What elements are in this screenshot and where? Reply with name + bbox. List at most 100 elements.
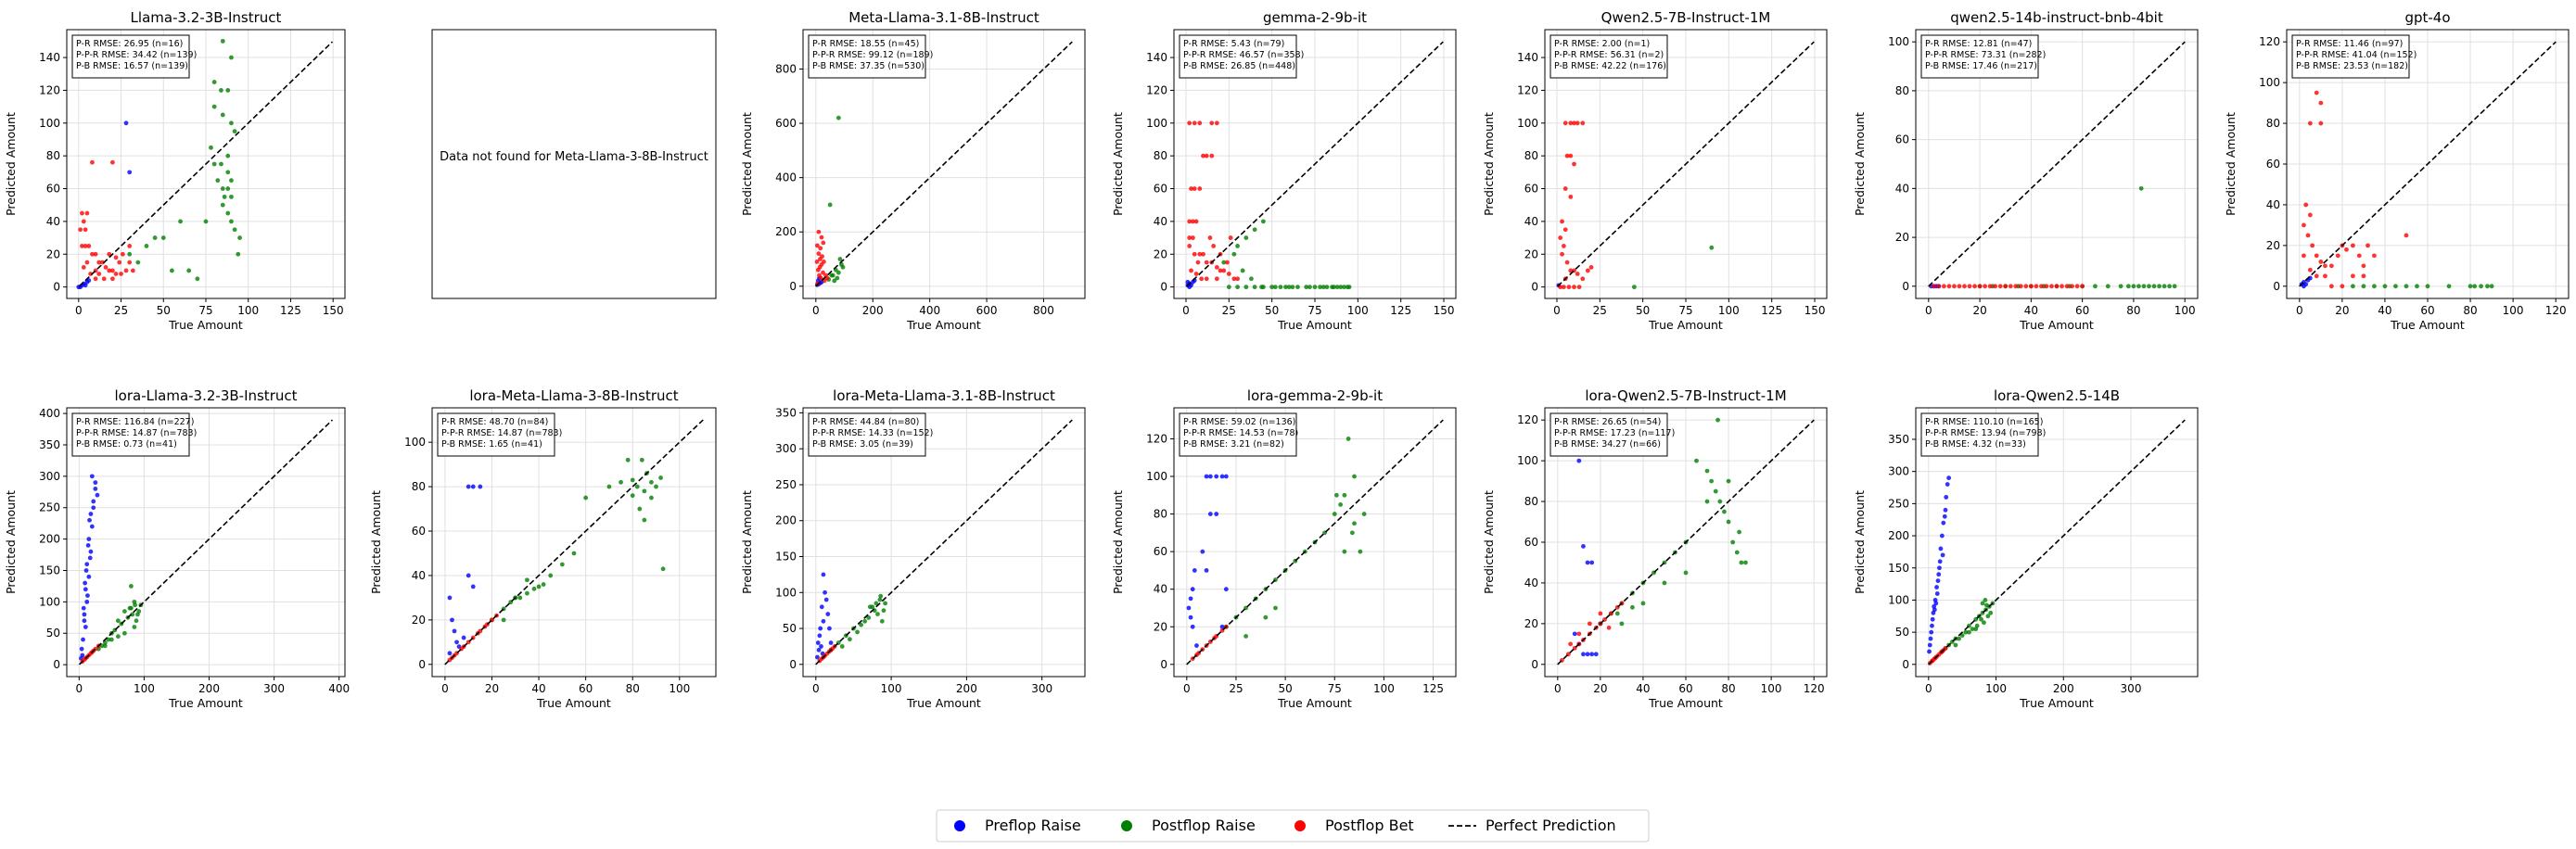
y-tick-label: 120	[2259, 35, 2280, 48]
data-point-postflop-raise	[2131, 284, 2136, 289]
data-point-preflop-raise	[1589, 560, 1595, 565]
data-point-postflop-raise	[136, 609, 142, 614]
x-tick-label: 50	[157, 304, 171, 317]
data-point-postflop-raise	[1739, 560, 1744, 565]
data-point-preflop-raise	[1194, 643, 1199, 648]
data-point-preflop-raise	[1188, 615, 1193, 620]
data-point-postflop-raise	[1243, 633, 1248, 639]
x-tick-label: 20	[1972, 304, 1986, 317]
data-point-postflop-bet	[84, 210, 90, 216]
x-tick-label: 50	[1636, 304, 1650, 317]
data-point-preflop-raise	[450, 617, 454, 623]
data-point-postflop-raise	[203, 219, 209, 224]
data-point-postflop-raise	[1662, 580, 1667, 586]
x-tick-label: 0	[1553, 304, 1561, 317]
data-point-postflop-raise	[211, 80, 217, 84]
legend: Preflop Raise Postflop Raise Postflop Bet P…	[936, 809, 1650, 843]
data-point-postflop-bet	[1568, 120, 1574, 126]
data-point-preflop-raise	[86, 537, 92, 542]
data-point-postflop-raise	[1983, 602, 1989, 608]
y-tick-label: 350	[775, 406, 797, 419]
x-tick-label: 0	[441, 682, 449, 695]
perfect-prediction-line	[2299, 41, 2557, 287]
x-tick-label: 25	[114, 304, 128, 317]
data-point-postflop-bet	[1580, 120, 1586, 126]
perfect-prediction-line	[78, 41, 334, 287]
data-point-postflop-bet	[1972, 284, 1977, 289]
data-point-postflop-bet	[2356, 253, 2362, 259]
data-point-preflop-raise	[1938, 546, 1944, 551]
perfect-prediction-line	[815, 41, 1073, 287]
data-point-postflop-bet	[1228, 235, 1233, 240]
data-point-postflop-bet	[113, 255, 119, 260]
x-tick-label: 150	[1434, 304, 1455, 317]
data-point-postflop-raise	[867, 604, 873, 610]
y-tick-label: 0	[53, 281, 60, 294]
data-point-postflop-bet	[1192, 120, 1197, 126]
data-point-postflop-raise	[1235, 285, 1240, 290]
data-point-postflop-bet	[2302, 222, 2306, 228]
data-point-postflop-raise	[1717, 499, 1723, 504]
data-point-postflop-bet	[93, 276, 98, 282]
data-point-preflop-raise	[1945, 482, 1950, 487]
data-point-preflop-raise	[1581, 543, 1586, 549]
y-tick-label: 250	[775, 478, 797, 491]
data-point-preflop-raise	[1937, 559, 1943, 564]
data-point-postflop-bet	[1562, 227, 1568, 233]
data-point-postflop-raise	[1272, 285, 1278, 290]
data-point-postflop-raise	[1957, 636, 1961, 641]
data-point-preflop-raise	[85, 593, 90, 598]
data-point-postflop-raise	[832, 278, 837, 284]
data-point-postflop-bet	[2023, 284, 2029, 289]
data-point-postflop-bet	[1564, 153, 1570, 158]
x-tick-label: 600	[976, 304, 998, 317]
chart-title: lora-Meta-Llama-3.1-8B-Instruct	[833, 387, 1055, 404]
chart-panel-11: 0 20 40 60 80 100 120 0 20 40 60 80 100 120 lora-Qwen2…	[1482, 387, 1828, 710]
data-point-preflop-raise	[1585, 652, 1590, 657]
data-point-postflop-raise	[1352, 474, 1357, 479]
y-tick-label: 0	[789, 658, 797, 671]
data-point-preflop-raise	[1214, 474, 1219, 479]
legend-box	[936, 809, 1650, 843]
data-point-postflop-raise	[855, 629, 860, 635]
data-point-preflop-raise	[1928, 636, 1933, 641]
x-tick-label: 300	[2121, 682, 2142, 695]
data-point-postflop-bet	[1558, 235, 1563, 240]
y-tick-label: 300	[775, 442, 797, 455]
data-point-postflop-bet	[1209, 120, 1215, 126]
data-point-postflop-bet	[1952, 284, 1957, 289]
rmse-stat-line: P-P-R RMSE: 56.31 (n=2)	[1554, 50, 1664, 60]
x-tick-label: 75	[1307, 304, 1321, 317]
data-point-postflop-raise	[2472, 284, 2478, 289]
y-tick-label: 50	[783, 622, 797, 635]
data-point-postflop-raise	[1983, 598, 1988, 602]
x-tick-label: 25	[1229, 682, 1243, 695]
data-point-postflop-raise	[2167, 284, 2173, 289]
data-point-postflop-raise	[625, 457, 631, 463]
y-axis-label: Predicted Amount	[1853, 490, 1867, 594]
data-point-postflop-raise	[639, 457, 644, 463]
y-tick-label: 40	[2266, 198, 2280, 211]
x-tick-label: 40	[1636, 682, 1650, 695]
data-point-postflop-bet	[2372, 253, 2377, 259]
data-point-postflop-raise	[2151, 284, 2157, 289]
data-point-postflop-bet	[2323, 273, 2327, 279]
data-point-postflop-raise	[874, 601, 879, 606]
data-point-postflop-raise	[225, 88, 231, 93]
data-point-postflop-raise	[837, 257, 843, 261]
data-point-postflop-bet	[2366, 243, 2370, 248]
data-point-preflop-raise	[815, 640, 821, 645]
data-point-postflop-bet	[1598, 611, 1603, 616]
data-point-postflop-raise	[835, 275, 840, 281]
data-point-postflop-raise	[536, 584, 542, 589]
data-point-postflop-bet	[1193, 272, 1199, 276]
x-tick-label: 80	[626, 682, 640, 695]
y-tick-label: 350	[39, 438, 60, 451]
data-point-preflop-raise	[1940, 552, 1945, 558]
data-point-postflop-bet	[1187, 235, 1192, 240]
x-tick-label: 60	[2420, 304, 2434, 317]
data-point-postflop-bet	[1967, 284, 1972, 289]
data-point-postflop-raise	[1252, 285, 1257, 290]
data-point-postflop-raise	[219, 161, 223, 167]
